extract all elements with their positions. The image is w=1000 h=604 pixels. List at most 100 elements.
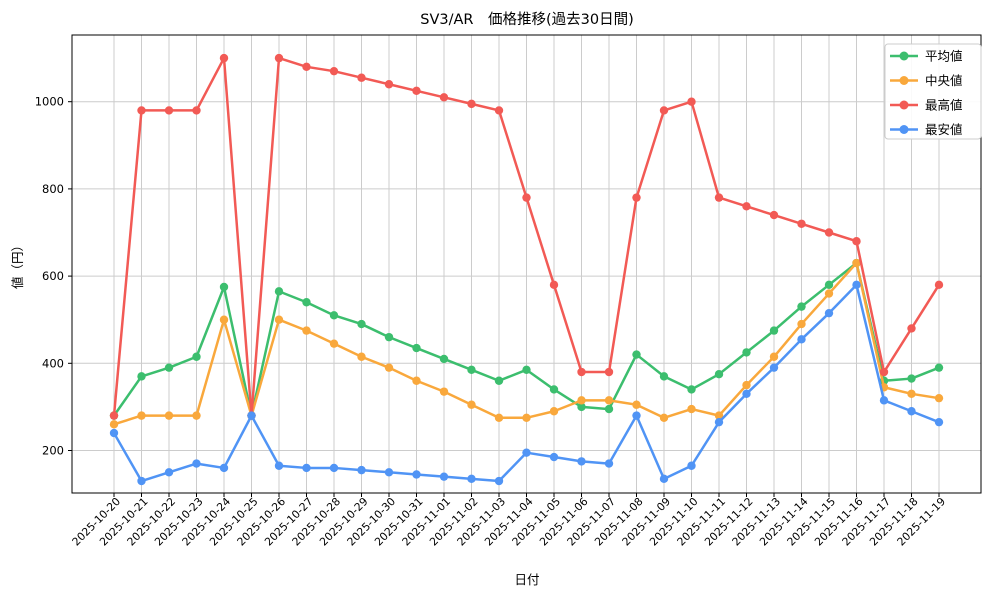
marker-max (329, 66, 339, 76)
marker-average (687, 385, 696, 394)
legend-swatch-marker-median (899, 76, 909, 85)
marker-min (632, 411, 641, 420)
legend-label-average: 平均値 (925, 49, 963, 64)
marker-average (384, 332, 394, 342)
marker-max (659, 106, 669, 115)
marker-average (824, 280, 834, 290)
marker-max (907, 324, 916, 333)
marker-median (219, 315, 229, 324)
marker-max (852, 237, 861, 246)
marker-max (604, 367, 614, 377)
legend-swatch-marker-average (899, 51, 909, 61)
marker-max (742, 202, 751, 211)
marker-median (164, 411, 174, 420)
marker-median (632, 400, 641, 409)
chart-title: SV3/AR 価格推移(過去30日間) (420, 11, 634, 28)
marker-min (824, 308, 834, 318)
marker-average (797, 302, 806, 311)
marker-median (137, 411, 146, 420)
marker-median (769, 352, 779, 361)
marker-max (302, 62, 311, 72)
marker-average (494, 376, 504, 385)
series-layer (109, 53, 944, 486)
marker-max (494, 106, 504, 115)
marker-average (659, 372, 669, 381)
marker-average (439, 354, 449, 364)
marker-max (439, 93, 449, 102)
marker-median (742, 380, 751, 390)
marker-median (439, 387, 449, 396)
marker-min (687, 461, 696, 470)
marker-max (797, 219, 806, 228)
marker-average (577, 402, 586, 412)
marker-min (577, 457, 586, 466)
marker-max (412, 86, 421, 96)
marker-max (714, 193, 724, 202)
marker-max (274, 53, 284, 63)
marker-median (687, 404, 696, 414)
marker-min (742, 389, 751, 399)
y-tick-label: 800 (42, 182, 64, 196)
marker-max (467, 99, 476, 109)
y-axis-label: 値（円） (10, 239, 25, 289)
marker-max (137, 106, 146, 115)
marker-min (109, 428, 119, 438)
marker-average (192, 352, 201, 361)
marker-min (247, 411, 256, 420)
marker-min (549, 452, 559, 462)
marker-min (192, 459, 201, 468)
marker-max (769, 210, 779, 220)
marker-min (769, 363, 779, 372)
marker-min (714, 417, 724, 427)
marker-average (742, 348, 751, 357)
marker-min (934, 417, 944, 427)
marker-median (577, 396, 586, 405)
marker-median (467, 400, 476, 409)
marker-max (879, 367, 889, 377)
marker-median (604, 396, 614, 405)
marker-average (769, 326, 779, 335)
marker-max (577, 367, 586, 377)
marker-max (522, 193, 531, 202)
marker-median (302, 326, 311, 335)
marker-min (467, 474, 476, 484)
marker-max (824, 228, 834, 237)
legend-box (884, 43, 982, 140)
marker-average (934, 363, 944, 372)
marker-average (274, 287, 284, 296)
marker-max (632, 193, 641, 202)
marker-median (274, 315, 284, 324)
marker-max (687, 97, 696, 106)
marker-max (219, 53, 229, 63)
marker-max (192, 106, 201, 115)
marker-average (632, 350, 641, 359)
marker-average (522, 365, 531, 375)
legend-label-max: 最高値 (925, 98, 963, 113)
marker-average (467, 365, 476, 375)
marker-average (714, 370, 724, 379)
marker-min (274, 461, 284, 470)
marker-min (384, 468, 394, 477)
marker-median (109, 420, 119, 429)
marker-average (357, 319, 366, 329)
marker-median (852, 258, 861, 268)
marker-median (329, 339, 339, 348)
marker-max (384, 80, 394, 89)
marker-average (302, 298, 311, 307)
marker-min (439, 472, 449, 481)
marker-max (357, 73, 366, 82)
y-tick-label: 400 (42, 356, 64, 370)
marker-average (164, 363, 174, 372)
marker-average (907, 374, 916, 383)
marker-median (412, 376, 421, 385)
x-axis-label: 日付 (514, 572, 539, 587)
marker-min (852, 280, 861, 290)
y-tick-label: 1000 (35, 95, 64, 109)
marker-min (219, 463, 229, 473)
marker-min (604, 459, 614, 468)
marker-min (879, 396, 889, 405)
marker-max (164, 106, 174, 115)
